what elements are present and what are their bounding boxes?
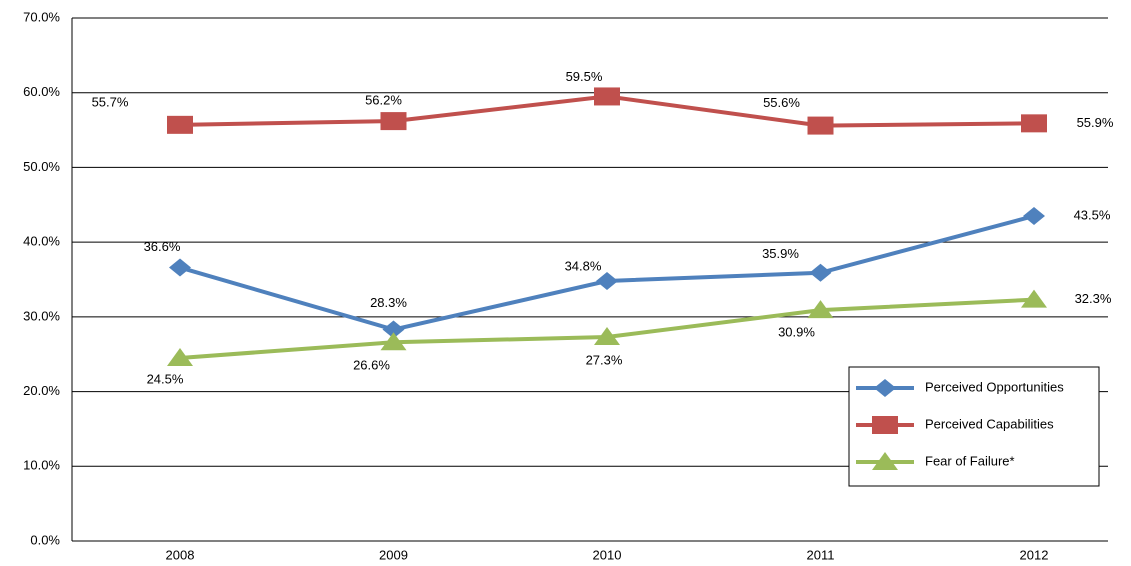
x-tick-label: 2011 [807, 547, 835, 562]
value-label: 28.3% [370, 295, 407, 310]
y-tick-label: 30.0% [23, 308, 60, 323]
value-label: 56.2% [365, 93, 402, 108]
x-tick-label: 2008 [166, 547, 195, 562]
value-label: 36.6% [144, 239, 181, 254]
data-point [807, 300, 834, 319]
y-tick-label: 0.0% [30, 532, 60, 547]
legend-marker [872, 452, 898, 470]
data-point [809, 263, 832, 282]
data-point [382, 320, 405, 339]
value-label: 55.9% [1077, 115, 1114, 130]
data-point [1021, 289, 1047, 308]
legend-label: Perceived Capabilities [925, 416, 1054, 431]
value-label: 35.9% [762, 246, 799, 261]
value-label: 24.5% [147, 371, 184, 386]
y-tick-label: 70.0% [23, 9, 60, 24]
legend-label: Fear of Failure* [925, 453, 1015, 468]
data-point [596, 271, 618, 290]
legend-label: Perceived Opportunities [925, 379, 1064, 394]
data-point [167, 347, 193, 366]
value-label: 55.6% [763, 95, 800, 110]
value-label: 30.9% [778, 325, 815, 340]
y-tick-label: 50.0% [23, 159, 60, 174]
data-point [1023, 206, 1045, 225]
y-tick-label: 10.0% [23, 458, 60, 473]
data-point [807, 116, 834, 135]
data-point [594, 87, 620, 106]
data-point [169, 258, 191, 277]
data-point [380, 112, 407, 131]
x-tick-label: 2010 [593, 547, 622, 562]
legend-marker [874, 379, 896, 397]
y-tick-label: 60.0% [23, 84, 60, 99]
x-tick-label: 2012 [1020, 547, 1049, 562]
value-label: 27.3% [586, 352, 623, 367]
value-label: 34.8% [565, 258, 602, 273]
data-point [167, 115, 193, 134]
data-point [594, 327, 620, 346]
y-tick-label: 40.0% [23, 234, 60, 249]
data-point [380, 332, 407, 351]
y-tick-label: 20.0% [23, 383, 60, 398]
value-label: 43.5% [1074, 207, 1111, 222]
data-point [1021, 114, 1047, 133]
value-label: 55.7% [92, 94, 129, 109]
value-label: 59.5% [566, 69, 603, 84]
value-label: 26.6% [353, 358, 390, 373]
x-tick-label: 2009 [379, 547, 408, 562]
value-label: 32.3% [1075, 291, 1112, 306]
legend-marker [872, 416, 898, 434]
